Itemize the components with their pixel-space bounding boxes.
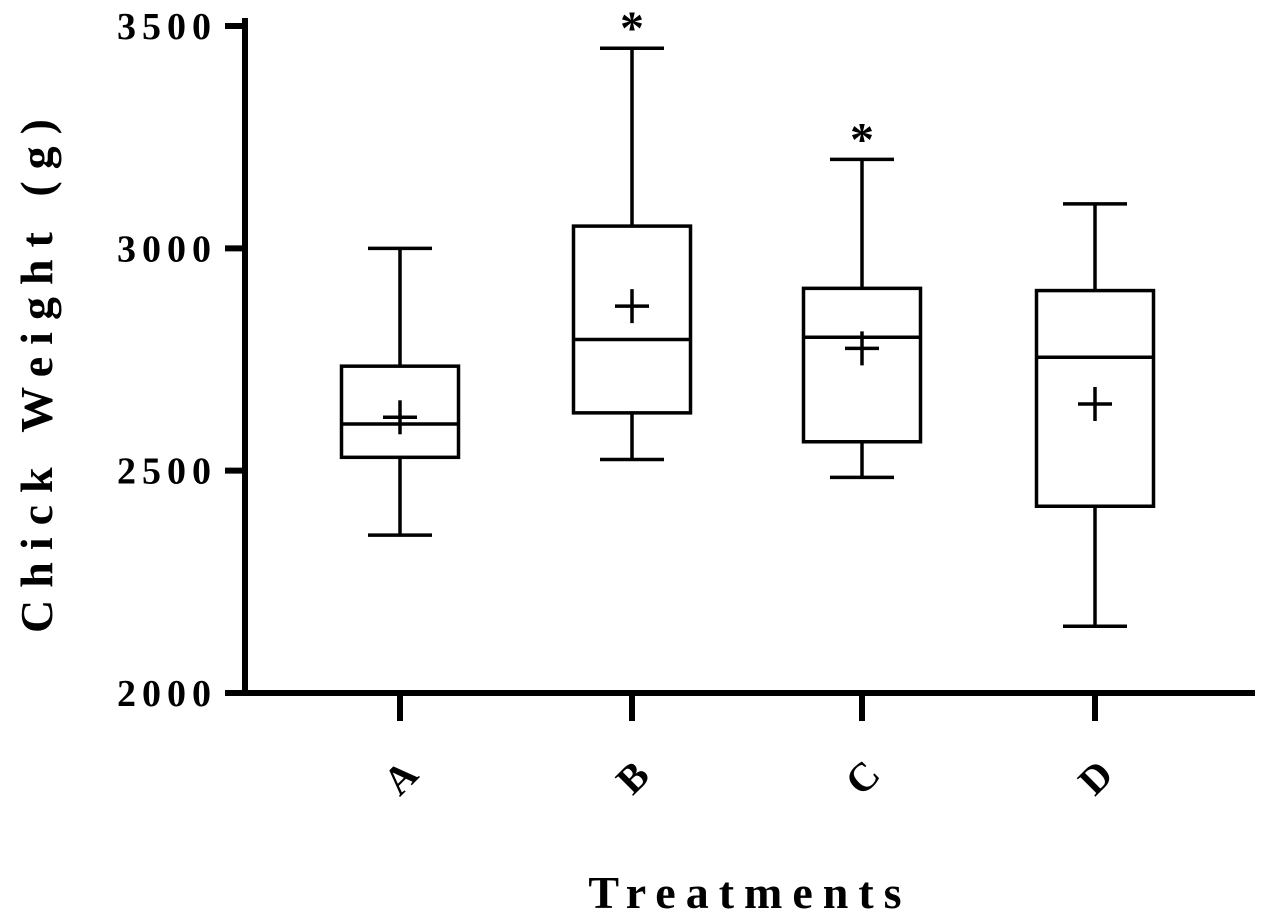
x-tick-label: C	[836, 751, 888, 803]
y-tick-label: 2500	[117, 451, 217, 493]
x-tick-label: A	[374, 751, 426, 803]
x-axis-label: Treatments	[588, 867, 911, 918]
x-tick-label: B	[607, 752, 658, 803]
y-tick-label: 3500	[117, 6, 217, 48]
plot-area: 2000 2500 3000 3500 A B * C * D	[117, 2, 1255, 804]
significance-asterisk: *	[620, 2, 644, 55]
significance-asterisk: *	[850, 113, 874, 166]
x-tick-label: D	[1069, 751, 1121, 803]
y-tick-label: 2000	[117, 673, 217, 715]
y-axis-label: Chick Weight (g)	[11, 107, 62, 633]
y-tick-label: 3000	[117, 228, 217, 270]
